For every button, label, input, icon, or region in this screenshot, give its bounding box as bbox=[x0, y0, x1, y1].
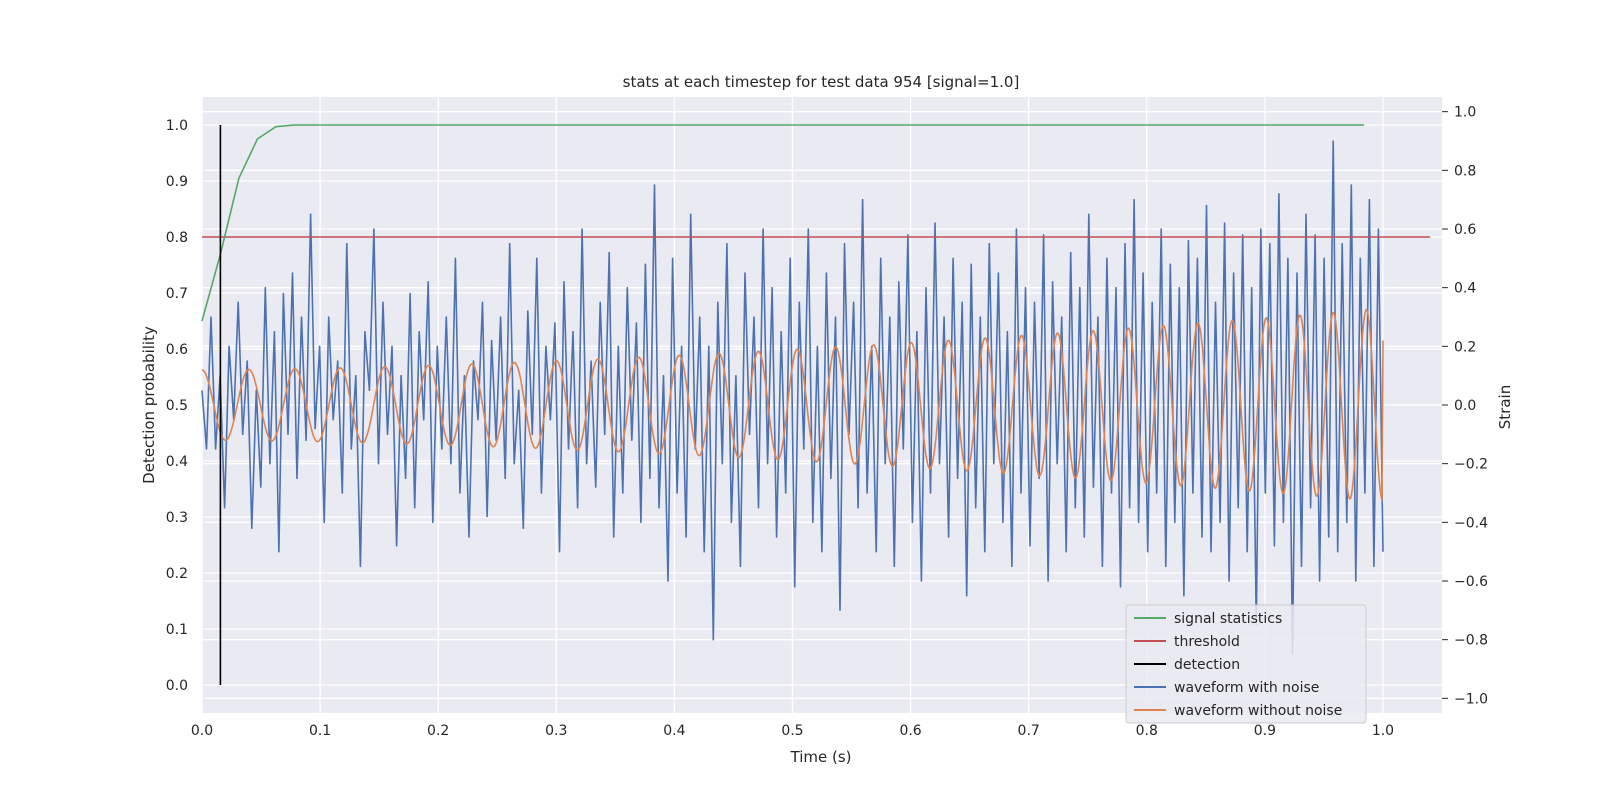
legend-box bbox=[1125, 604, 1367, 724]
right-tick-label: 1.0 bbox=[1454, 105, 1476, 121]
right-tick-label: −1.0 bbox=[1454, 691, 1488, 707]
legend-label: signal statistics bbox=[1174, 611, 1282, 627]
x-tick-label: 0.7 bbox=[1018, 723, 1040, 739]
legend-label: waveform without noise bbox=[1174, 703, 1342, 719]
x-tick-label: 0.6 bbox=[899, 723, 921, 739]
chart-title: stats at each timestep for test data 954… bbox=[623, 73, 1020, 91]
right-axis-label: Strain bbox=[1496, 385, 1514, 429]
left-tick-label: 0.2 bbox=[166, 566, 188, 582]
legend-label: threshold bbox=[1174, 634, 1240, 650]
series-layer bbox=[201, 124, 1431, 685]
left-tick-label: 0.4 bbox=[166, 454, 188, 470]
x-tick-label: 1.0 bbox=[1372, 723, 1394, 739]
right-tick-label: 0.0 bbox=[1454, 398, 1476, 414]
left-tick-label: 0.1 bbox=[166, 622, 188, 638]
series-waveform-with-noise bbox=[201, 140, 1384, 656]
x-axis-label: Time (s) bbox=[790, 748, 852, 766]
right-tick-label: 0.4 bbox=[1454, 281, 1476, 297]
right-tick-label: −0.6 bbox=[1454, 574, 1488, 590]
legend-label: detection bbox=[1174, 657, 1240, 673]
right-tick-label: −0.2 bbox=[1454, 457, 1488, 473]
left-axis-ticks: 0.0 0.1 0.2 0.3 0.4 0.5 0.6 0.7 0.8 0.9 1.0 bbox=[166, 118, 188, 694]
x-tick-label: 0.2 bbox=[427, 723, 449, 739]
left-tick-label: 0.8 bbox=[166, 230, 188, 246]
left-tick-label: 0.6 bbox=[166, 342, 188, 358]
left-axis-label: Detection probability bbox=[140, 326, 158, 484]
series-signal-statistics bbox=[201, 124, 1365, 322]
left-tick-label: 0.3 bbox=[166, 510, 188, 526]
x-tick-label: 0.5 bbox=[781, 723, 803, 739]
right-axis-ticks: −1.0 −0.8 −0.6 −0.4 −0.2 0.0 0.2 0.4 0.6 0.8 1.0 bbox=[1442, 105, 1488, 707]
left-tick-label: 0.7 bbox=[166, 286, 188, 302]
x-axis-ticks: 0.0 0.1 0.2 0.3 0.4 0.5 0.6 0.7 0.8 0.9 1.0 bbox=[191, 723, 1394, 739]
right-tick-label: −0.4 bbox=[1454, 515, 1488, 531]
legend: signal statistics threshold detection wavef… bbox=[1125, 604, 1367, 724]
x-tick-label: 0.0 bbox=[191, 723, 213, 739]
left-tick-label: 0.5 bbox=[166, 398, 188, 414]
x-tick-label: 0.1 bbox=[309, 723, 331, 739]
right-tick-label: 0.2 bbox=[1454, 339, 1476, 355]
series-waveform-without-noise bbox=[201, 308, 1384, 502]
left-tick-label: 0.0 bbox=[166, 678, 188, 694]
right-tick-label: 0.6 bbox=[1454, 222, 1476, 238]
x-tick-label: 0.3 bbox=[545, 723, 567, 739]
right-tick-label: 0.8 bbox=[1454, 163, 1476, 179]
left-tick-label: 1.0 bbox=[166, 118, 188, 134]
x-tick-label: 0.9 bbox=[1254, 723, 1276, 739]
x-tick-label: 0.8 bbox=[1136, 723, 1158, 739]
left-tick-label: 0.9 bbox=[166, 174, 188, 190]
right-tick-label: −0.8 bbox=[1454, 633, 1488, 649]
x-tick-label: 0.4 bbox=[663, 723, 685, 739]
legend-label: waveform with noise bbox=[1174, 680, 1319, 696]
